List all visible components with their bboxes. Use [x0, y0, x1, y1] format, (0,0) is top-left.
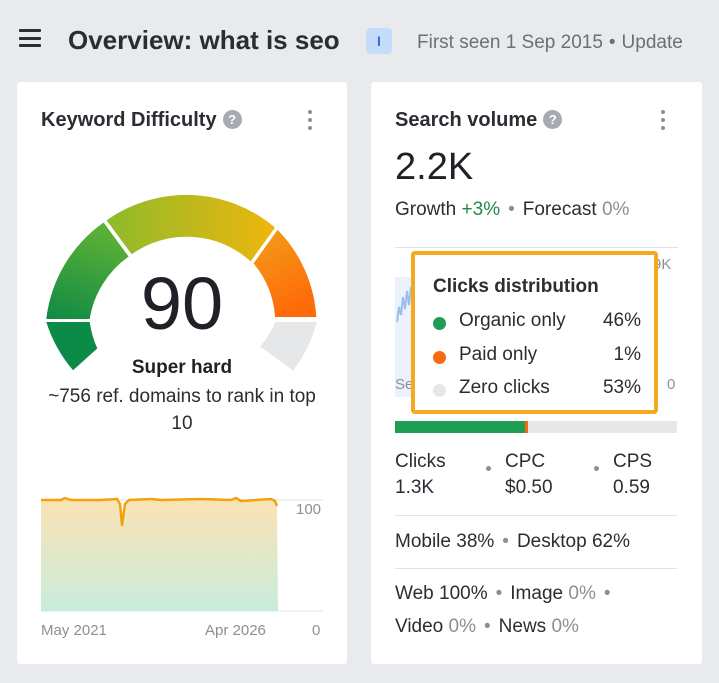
sv-chart-line [395, 277, 415, 397]
tooltip-row-paid: Paid only 1% [433, 344, 641, 370]
tooltip-row-value: 53% [602, 377, 641, 398]
separator-dot: • [608, 32, 616, 53]
sv-title-text: Search volume [395, 109, 538, 131]
desktop-label: Desktop [516, 531, 587, 552]
separator-dot: • [502, 531, 509, 552]
menu-icon[interactable] [19, 29, 41, 47]
kd-card-title: Keyword Difficulty? [41, 109, 242, 132]
tooltip-title: Clicks distribution [433, 276, 599, 297]
page-header: Overview: what is seo I First seen 1 Sep… [0, 0, 719, 80]
growth-label: Growth [395, 199, 457, 220]
tooltip-row-label: Zero clicks [459, 377, 550, 398]
dist-bar-zero [527, 421, 677, 433]
kd-history-chart [41, 496, 323, 612]
intent-badge[interactable]: I [366, 28, 392, 54]
clicks-value: 1.3K [395, 477, 435, 498]
kd-chart-x-end: Apr 2026 [205, 622, 266, 639]
updated-text: Update [621, 32, 683, 53]
serp-type-row-1: Web 100% • Image 0% • [395, 583, 619, 605]
image-value: 0% [568, 583, 596, 604]
kd-chart-line [41, 496, 279, 527]
video-label: Video [395, 616, 444, 637]
web-label: Web [395, 583, 434, 604]
cps-label: CPS [613, 451, 653, 472]
dist-bar-paid [524, 421, 528, 433]
separator-dot: • [603, 583, 611, 604]
kd-title-text: Keyword Difficulty [41, 109, 217, 131]
video-value: 0% [448, 616, 477, 637]
more-options-icon[interactable] [660, 110, 666, 132]
forecast-value: 0% [601, 199, 630, 220]
gauge-segment-easy [46, 322, 98, 371]
clicks-distribution-bar[interactable] [395, 421, 677, 433]
growth-value: +3% [461, 199, 501, 220]
kd-chart-y-max: 100 [296, 501, 322, 518]
kd-score: 90 [140, 262, 224, 345]
growth-row: Growth +3% • Forecast 0% [395, 199, 629, 221]
cpc-value: $0.50 [505, 477, 553, 498]
kd-chart-y-min: 0 [312, 622, 321, 639]
tooltip-row-label: Organic only [459, 310, 566, 331]
search-volume-value: 2.2K [395, 146, 474, 188]
help-icon[interactable]: ? [543, 110, 563, 129]
device-row: Mobile 38% • Desktop 62% [395, 531, 630, 553]
separator-dot [486, 466, 491, 471]
clicks-distribution-tooltip: Clicks distribution Organic only 46% Pai… [411, 251, 658, 414]
gauge-segment-remaining [260, 322, 317, 371]
sv-chart-gridline [395, 247, 678, 248]
tooltip-row-organic: Organic only 46% [433, 310, 641, 336]
kd-chart-area [41, 498, 278, 611]
kd-label: Super hard [131, 357, 233, 378]
mobile-value: 38% [456, 531, 495, 552]
forecast-label: Forecast [522, 199, 597, 220]
first-seen-text: First seen 1 Sep 2015 [417, 32, 603, 53]
separator-dot [594, 466, 599, 471]
kd-chart-x-start: May 2021 [41, 622, 107, 639]
sv-card-title: Search volume? [395, 109, 563, 132]
tooltip-row-value: 46% [602, 310, 641, 331]
gauge-segment-very-hard [253, 229, 317, 317]
cpc-label: CPC [505, 451, 546, 472]
web-value: 100% [439, 583, 488, 604]
divider [395, 515, 677, 516]
organic-dot-icon [433, 317, 446, 330]
cps-value: 0.59 [613, 477, 650, 498]
keyword-difficulty-card: Keyword Difficulty? 90 Super hard ~756 r… [17, 82, 347, 664]
zero-clicks-dot-icon [433, 384, 446, 397]
news-label: News [498, 616, 547, 637]
cps-stat: CPS 0.59 [613, 449, 652, 501]
serp-type-row-2: Video 0% • News 0% [395, 616, 579, 638]
page-title: Overview: what is seo [68, 25, 340, 55]
separator-dot: • [508, 199, 515, 220]
tooltip-row-value: 1% [613, 344, 641, 365]
clicks-label: Clicks [395, 451, 446, 472]
gauge-segment-possible [46, 222, 129, 319]
sv-chart-y-min: 0 [667, 376, 676, 393]
image-label: Image [510, 583, 564, 604]
more-options-icon[interactable] [307, 110, 313, 132]
tooltip-row-zero: Zero clicks 53% [433, 377, 641, 403]
tooltip-row-label: Paid only [459, 344, 538, 365]
desktop-value: 62% [591, 531, 630, 552]
mobile-label: Mobile [395, 531, 451, 552]
gauge-segment-hard [106, 194, 275, 262]
paid-dot-icon [433, 351, 446, 364]
kd-gauge [46, 194, 317, 371]
separator-dot: • [484, 616, 491, 637]
divider [395, 568, 677, 569]
cpc-stat: CPC $0.50 [505, 449, 553, 501]
help-icon[interactable]: ? [222, 110, 242, 129]
sv-chart-x-start: Se [395, 376, 414, 393]
clicks-stat: Clicks 1.3K [395, 449, 446, 501]
news-value: 0% [551, 616, 579, 637]
header-meta: First seen 1 Sep 2015 • Update [417, 32, 683, 54]
kd-description: ~756 ref. domains to rank in top 10 [48, 386, 316, 434]
dist-bar-organic [395, 421, 525, 433]
separator-dot: • [495, 583, 503, 604]
